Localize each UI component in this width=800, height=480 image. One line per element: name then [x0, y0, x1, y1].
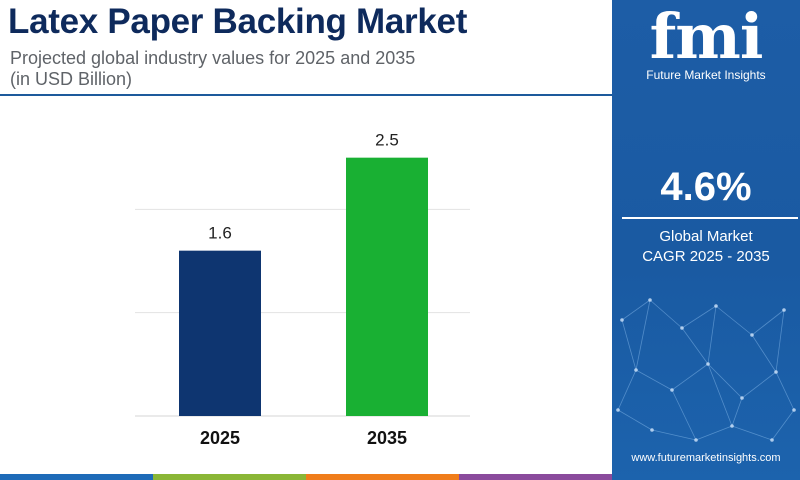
network-link [731, 397, 743, 427]
network-node [782, 308, 786, 312]
network-link [741, 371, 777, 399]
network-link [775, 371, 795, 411]
network-node [706, 362, 710, 366]
cagr-label-line-1: Global Market [659, 228, 753, 245]
network-node [694, 438, 698, 442]
network-node [650, 428, 654, 432]
network-link [617, 409, 653, 431]
network-link [775, 309, 785, 373]
logo-mark: fmi [649, 0, 764, 73]
network-link [707, 305, 717, 365]
color-strip [0, 474, 612, 480]
chart-panel: Latex Paper Backing Market Projected glo… [0, 0, 612, 480]
network-link [681, 305, 717, 329]
network-link [771, 409, 795, 441]
network-node [680, 326, 684, 330]
network-link [707, 363, 743, 399]
subtitle-line-1: Projected global industry values for 202… [10, 48, 416, 68]
network-link [751, 334, 777, 373]
network-node [740, 396, 744, 400]
sidebar: fmi Future Market Insights 4.6% Global M… [612, 0, 800, 480]
logo-subtext: Future Market Insights [646, 68, 766, 82]
network-node [714, 304, 718, 308]
cagr-label-line-2: CAGR 2025 - 2035 [642, 248, 770, 265]
bar-2025 [179, 250, 261, 416]
network-node [670, 388, 674, 392]
network-link [731, 425, 773, 441]
network-link [621, 319, 637, 371]
network-link [751, 309, 785, 336]
network-link [651, 429, 697, 441]
network-node [750, 333, 754, 337]
network-link [621, 299, 651, 321]
network-link [695, 425, 733, 441]
network-link [681, 327, 709, 365]
x-tick-label-2025: 2025 [200, 428, 240, 448]
network-node [770, 438, 774, 442]
data-label-2035: 2.5 [375, 131, 399, 150]
network-link [715, 305, 753, 336]
chart-title: Latex Paper Backing Market [8, 2, 468, 41]
chart-subtitle: Projected global industry values for 202… [10, 48, 600, 90]
network-link [649, 299, 683, 329]
header-divider [0, 94, 612, 96]
cagr-label: Global Market CAGR 2025 - 2035 [612, 227, 800, 267]
network-node [648, 298, 652, 302]
network-link [635, 369, 673, 391]
cagr-divider [622, 217, 798, 219]
data-label-2025: 1.6 [208, 224, 232, 243]
x-tick-label-2035: 2035 [367, 428, 407, 448]
network-node [616, 408, 620, 412]
bar-chart: 1.6 2025 2.5 2035 [135, 131, 470, 448]
network-link [707, 363, 733, 427]
network-link [671, 389, 697, 441]
fmi-logo: fmi Future Market Insights [612, 0, 800, 83]
network-decoration [616, 298, 796, 442]
network-node [634, 368, 638, 372]
subtitle-line-2: (in USD Billion) [10, 69, 133, 89]
bar-2035 [346, 157, 428, 416]
network-node [620, 318, 624, 322]
network-link [635, 299, 651, 371]
network-node [792, 408, 796, 412]
website-url: www.futuremarketinsights.com [631, 452, 781, 464]
network-link [671, 363, 709, 391]
network-link [617, 369, 637, 411]
network-node [730, 424, 734, 428]
network-node [774, 370, 778, 374]
cagr-value: 4.6% [660, 165, 752, 209]
